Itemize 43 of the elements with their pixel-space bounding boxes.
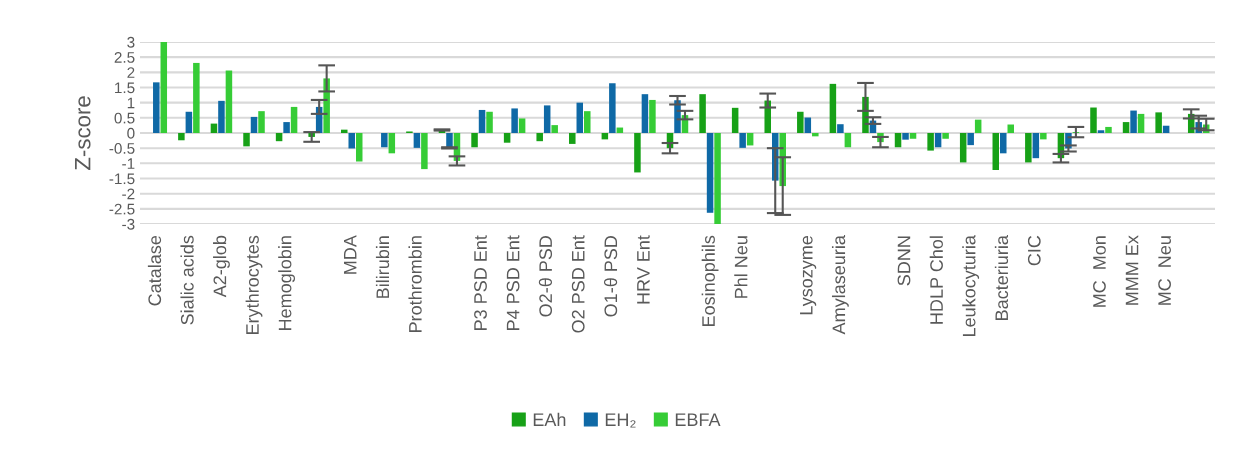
x-tick-label: HRV Ent bbox=[637, 235, 650, 304]
y-tick-label: -1.5 bbox=[109, 173, 135, 185]
x-tick-label: MC Neu bbox=[1158, 236, 1171, 305]
x-tick-label: Lysozyme bbox=[800, 235, 817, 315]
y-tick-label: 2 bbox=[127, 67, 135, 78]
y-tick-label: -2 bbox=[122, 188, 135, 200]
y-tick-label: 3 bbox=[127, 36, 135, 48]
x-tick-label: MMM Ex bbox=[1125, 235, 1139, 305]
y-tick-label: -3 bbox=[122, 218, 135, 230]
y-tick-label: -0.5 bbox=[109, 143, 135, 154]
x-tick-label: P3 PSD Ent bbox=[474, 235, 487, 330]
x-tick-label: SDNN bbox=[897, 236, 911, 286]
x-tick-label: MDA bbox=[343, 235, 357, 274]
x-tick-label: Leukocyturia bbox=[962, 235, 980, 336]
x-tick-label: Hemoglobin bbox=[278, 236, 296, 330]
x-tick-label: Bacteriuria bbox=[994, 235, 1009, 320]
y-tick-label: 1 bbox=[127, 97, 135, 109]
x-tick-label: Eosinophils bbox=[701, 235, 719, 326]
legend-label: EAh bbox=[533, 412, 566, 426]
legend-label: EBFA bbox=[675, 413, 721, 426]
y-tick-label: 2.5 bbox=[114, 52, 135, 63]
x-tick-label: O2-θ PSD bbox=[538, 235, 553, 317]
x-tick-label: HDLP Chol bbox=[929, 236, 943, 324]
x-tick-label: Sialic acids bbox=[180, 235, 194, 325]
x-tick-label: Erythrocytes bbox=[245, 235, 263, 334]
x-tick-label: Bilirubin bbox=[375, 236, 390, 298]
y-tick-label: 0.5 bbox=[114, 112, 135, 124]
x-tick-label: O1-θ PSD bbox=[603, 235, 618, 317]
x-tick-label: P4 PSD Ent bbox=[506, 235, 520, 330]
y-tick-label: -2.5 bbox=[109, 203, 135, 215]
y-axis-title: Z-score bbox=[75, 96, 91, 170]
y-tick-label: 1.5 bbox=[115, 82, 135, 94]
x-tick-label: Phl Neu bbox=[734, 236, 748, 298]
legend-label: EH₂ bbox=[605, 413, 636, 428]
x-tick-label: Catalase bbox=[147, 235, 162, 306]
x-tick-label: CIC bbox=[1027, 235, 1041, 266]
x-tick-label: Prothrombin bbox=[408, 236, 422, 332]
y-tick-label: -1 bbox=[122, 158, 135, 169]
x-tick-label: Amylaseuria bbox=[831, 235, 849, 335]
x-tick-label: A2-glob bbox=[213, 235, 230, 298]
x-tick-label: MC Mon bbox=[1093, 236, 1106, 307]
x-tick-label: O2 PSD Ent bbox=[571, 235, 585, 333]
y-tick-label: 0 bbox=[127, 127, 135, 139]
